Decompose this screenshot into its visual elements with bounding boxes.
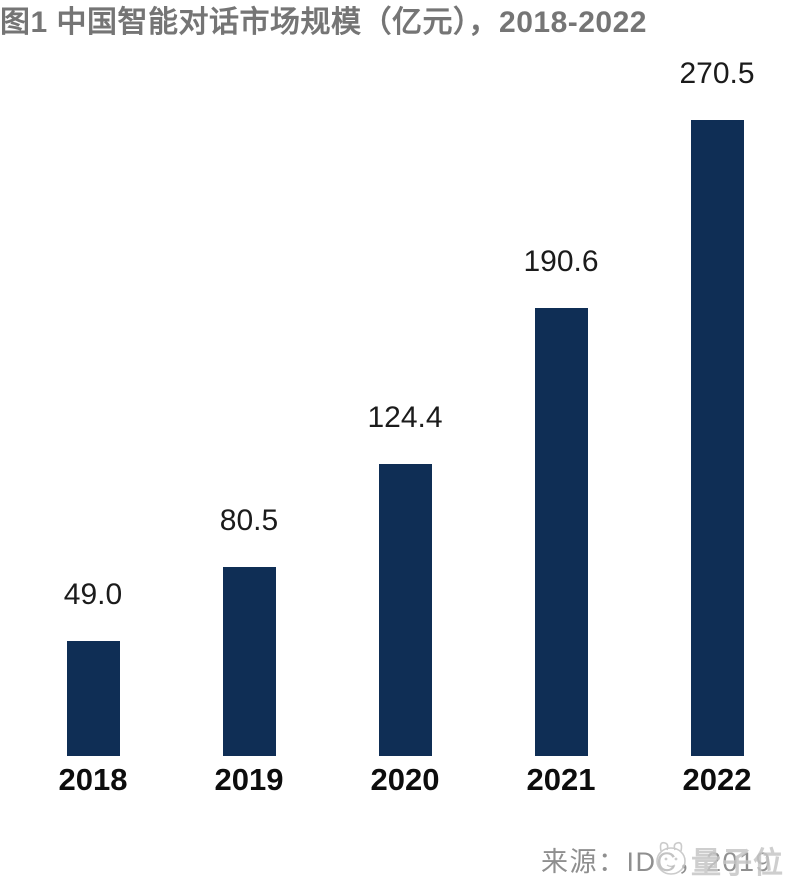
bar-category-label-2022: 2022 [682, 762, 752, 797]
bar-value-label-2021: 190.6 [523, 245, 599, 278]
chart-title: 图1 中国智能对话市场规模（亿元），2018-2022 [0, 6, 647, 39]
bar-value-label-2018: 49.0 [63, 578, 123, 611]
bar-category-label-2019: 2019 [214, 762, 284, 797]
bar-2019 [222, 567, 276, 756]
bar-value-label-2019: 80.5 [219, 504, 279, 537]
bar-category-label-2020: 2020 [370, 762, 440, 797]
bar-2022 [690, 120, 744, 756]
bar-category-label-2018: 2018 [58, 762, 128, 797]
bar-2020 [378, 464, 432, 756]
bar-value-label-2022: 270.5 [679, 57, 755, 90]
bar-2018 [66, 641, 120, 756]
bar-value-label-2020: 124.4 [367, 401, 443, 434]
bar-category-label-2021: 2021 [526, 762, 596, 797]
bar-2021 [534, 308, 588, 756]
source-attribution: 来源：IDC，2019 [541, 847, 773, 877]
